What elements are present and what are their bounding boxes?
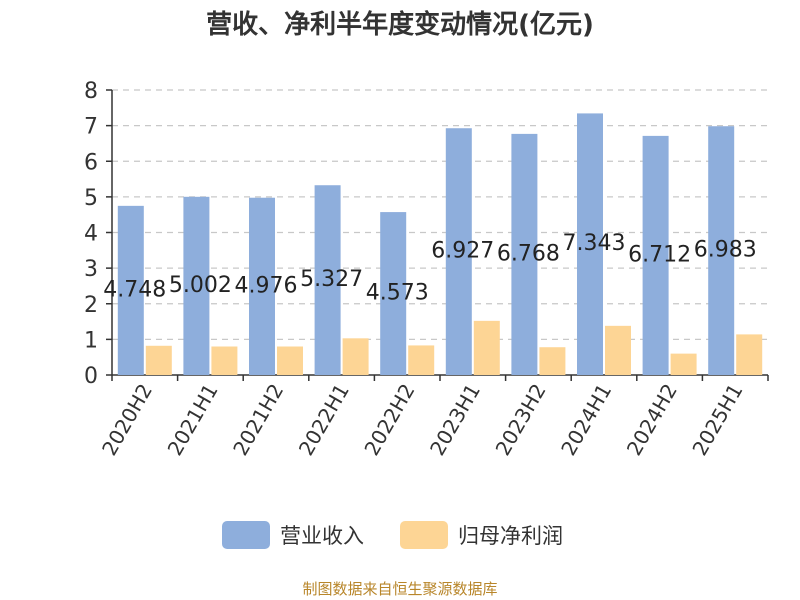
y-tick-label: 1 (84, 328, 98, 353)
x-tick-label: 2020H2 (97, 380, 157, 460)
x-tick-label: 2024H2 (622, 380, 682, 460)
y-tick-label: 2 (84, 293, 98, 318)
revenue-data-label: 7.343 (563, 231, 626, 256)
chart-title: 营收、净利半年度变动情况(亿元) (206, 10, 594, 40)
revenue-data-label: 6.712 (628, 242, 691, 267)
legend-label-revenue: 营业收入 (280, 524, 364, 548)
y-tick-label: 3 (84, 257, 98, 282)
source-note: 制图数据来自恒生聚源数据库 (302, 580, 498, 598)
net-profit-bar (670, 353, 697, 375)
net-profit-bar (605, 325, 631, 375)
revenue-bar (445, 128, 472, 375)
x-tick-label: 2022H1 (294, 380, 354, 460)
net-profit-bar (277, 346, 303, 375)
net-profit-bar (473, 320, 500, 375)
revenue-bar (183, 196, 210, 375)
net-profit-bar (539, 347, 566, 375)
x-tick-label: 2022H2 (359, 380, 419, 460)
net-profit-bar (408, 345, 435, 375)
x-tick-label: 2021H1 (163, 380, 223, 460)
legend-label-net-profit: 归母净利润 (458, 524, 563, 548)
revenue-bar (380, 212, 407, 375)
revenue-data-label: 6.927 (431, 239, 494, 264)
y-tick-label: 4 (84, 222, 98, 247)
revenue-data-label: 5.327 (300, 267, 363, 292)
net-profit-bar (211, 346, 238, 375)
revenue-bar (314, 185, 341, 375)
x-tick-label: 2023H1 (425, 380, 485, 460)
y-tick-label: 8 (84, 79, 98, 104)
x-tick-label: 2025H1 (687, 380, 747, 460)
y-tick-label: 5 (84, 186, 98, 211)
revenue-data-label: 4.748 (103, 277, 166, 302)
revenue-bar (708, 126, 735, 375)
x-tick-label: 2024H1 (556, 380, 616, 460)
y-tick-label: 7 (84, 115, 98, 140)
y-tick-label: 0 (84, 364, 98, 389)
revenue-bar (249, 197, 275, 375)
net-profit-bar (342, 338, 369, 375)
revenue-data-label: 4.976 (235, 273, 298, 298)
net-profit-bar (145, 345, 172, 375)
revenue-data-label: 5.002 (169, 273, 232, 298)
legend-swatch-net-profit (400, 521, 448, 549)
revenue-bar (117, 205, 144, 375)
x-tick-label: 2021H2 (228, 380, 288, 460)
x-tick-label: 2023H2 (491, 380, 551, 460)
legend-item-revenue[interactable]: 营业收入 (222, 520, 364, 550)
legend-item-net-profit[interactable]: 归母净利润 (400, 520, 563, 550)
revenue-data-label: 6.768 (497, 241, 560, 266)
y-tick-label: 6 (84, 150, 98, 175)
revenue-bar (642, 135, 669, 375)
revenue-bar (511, 133, 538, 375)
revenue-bar (577, 113, 603, 375)
legend-swatch-revenue (222, 521, 270, 549)
net-profit-bar (736, 334, 763, 375)
revenue-data-label: 6.983 (694, 238, 757, 263)
revenue-data-label: 4.573 (366, 281, 429, 306)
